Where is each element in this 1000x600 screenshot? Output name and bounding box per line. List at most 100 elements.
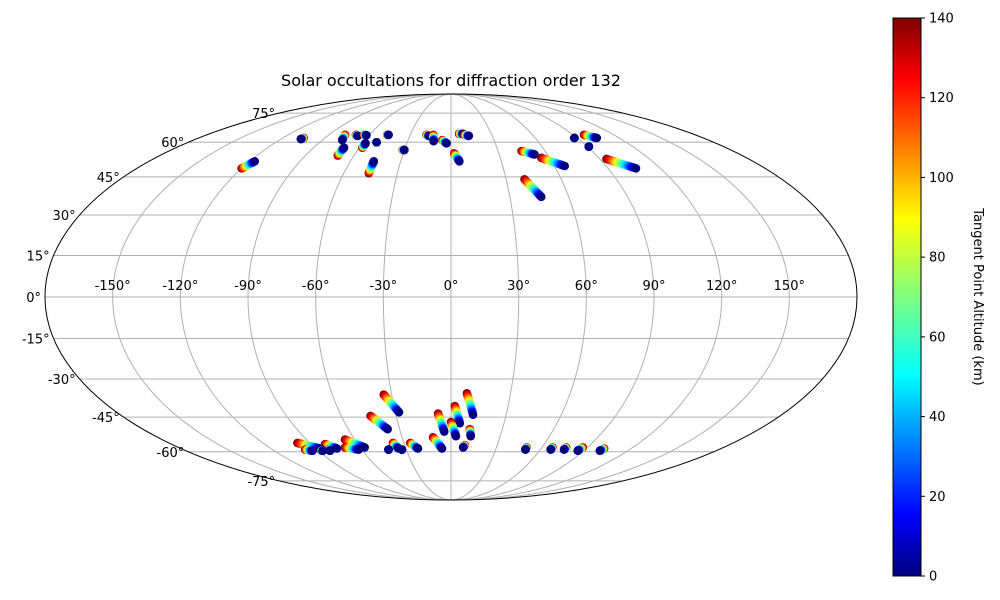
lon-tick-label: -150°	[95, 279, 131, 294]
occultation-track	[340, 443, 364, 454]
track-point	[337, 135, 347, 145]
track-point	[451, 431, 461, 441]
lon-tick-label: 150°	[774, 279, 805, 294]
track-point	[592, 133, 602, 143]
graticule-grid	[45, 94, 857, 500]
track-point	[296, 134, 306, 144]
lat-tick-label: 15°	[27, 249, 50, 264]
occultation-track	[462, 389, 478, 420]
track-point	[521, 445, 530, 454]
track-point	[394, 407, 404, 417]
lat-tick-label: -75°	[247, 475, 275, 490]
latitude-tick-labels: -75° -60° -45° -30° -15° 0° 15° 30° 45° 60° 75°	[22, 107, 275, 490]
meridian-line	[179, 94, 452, 500]
lon-tick-label: -60°	[302, 279, 330, 294]
track-point	[308, 446, 317, 455]
colorbar-ticks: 0 20 40 60 80 100 120 140	[921, 12, 954, 585]
lat-tick-label: 30°	[53, 209, 76, 224]
occultation-track	[359, 130, 371, 140]
track-point	[455, 157, 464, 166]
track-point	[369, 157, 379, 166]
meridian-line	[450, 94, 587, 500]
track-point	[332, 444, 342, 453]
track-point	[631, 164, 641, 173]
meridian-line	[112, 94, 452, 500]
occultation-track	[296, 133, 309, 144]
track-point	[339, 143, 349, 152]
occultation-track	[364, 157, 379, 178]
meridian-line	[450, 94, 790, 500]
lat-tick-label: 45°	[97, 171, 120, 186]
track-point	[536, 192, 546, 202]
track-point	[560, 161, 570, 171]
track-point	[570, 133, 579, 143]
lon-tick-label: 90°	[642, 279, 665, 294]
colorbar-tick-label: 0	[929, 570, 937, 585]
occultation-track	[237, 157, 260, 173]
track-point	[584, 142, 594, 151]
track-point	[559, 445, 569, 454]
track-point	[354, 445, 364, 454]
track-point	[318, 446, 328, 455]
lon-tick-label: -90°	[234, 279, 262, 294]
occultation-track	[433, 409, 449, 436]
occultation-track	[351, 130, 362, 141]
chart-title: Solar occultations for diffraction order…	[281, 71, 621, 90]
longitude-tick-labels: -150° -120° -90° -60° -30° 0° 30° 60° 90° 120° 150…	[95, 279, 805, 294]
track-point	[361, 139, 370, 148]
track-point	[573, 446, 583, 455]
colorbar-tick-label: 40	[929, 410, 946, 425]
occultation-track	[446, 417, 461, 441]
track-point	[439, 427, 449, 436]
lat-tick-label: -30°	[48, 373, 76, 388]
occultation-track	[450, 401, 465, 428]
lon-tick-label: 120°	[706, 279, 737, 294]
track-point	[437, 444, 447, 453]
track-point	[400, 145, 409, 155]
lat-tick-label: -60°	[157, 446, 185, 461]
colorbar-tick-label: 140	[929, 12, 954, 27]
colorbar-label: Tangent Point Altitude (km)	[970, 207, 985, 385]
track-point	[353, 131, 362, 141]
occultation-track	[517, 146, 539, 159]
track-point	[250, 157, 260, 166]
track-point	[384, 130, 393, 140]
colorbar-tick-label: 80	[929, 251, 946, 266]
occultation-track	[337, 130, 350, 145]
occultation-track	[521, 443, 532, 454]
occultation-track	[300, 445, 317, 455]
track-point	[466, 431, 476, 441]
occultation-track	[465, 424, 476, 441]
occultation-track	[438, 135, 451, 148]
lat-tick-label: 60°	[161, 136, 184, 151]
occultation-track	[559, 443, 571, 454]
occultation-track	[584, 142, 594, 151]
occultation-track	[333, 143, 349, 160]
occultation-track	[379, 390, 404, 417]
occultation-track	[397, 445, 407, 454]
occultation-track	[429, 130, 438, 146]
occultation-track	[358, 139, 370, 152]
track-point	[325, 446, 335, 455]
track-point	[442, 139, 451, 148]
track-point	[362, 130, 371, 140]
occultation-track	[460, 130, 474, 141]
occultation-track	[366, 411, 392, 434]
track-point	[464, 131, 474, 141]
lat-tick-label: -15°	[22, 333, 50, 348]
track-point	[383, 424, 392, 434]
meridian-line	[450, 94, 723, 500]
occultation-track	[449, 148, 464, 166]
occultation-track	[384, 445, 393, 454]
occultation-track	[570, 133, 579, 143]
track-point	[372, 137, 381, 147]
track-point	[429, 136, 438, 146]
occultation-track	[405, 438, 423, 453]
occultation-track	[546, 443, 557, 454]
lon-tick-label: -120°	[162, 279, 198, 294]
lat-tick-label: -45°	[92, 411, 120, 426]
meridian-line	[450, 94, 520, 500]
occultation-track	[595, 444, 609, 455]
track-point	[468, 410, 478, 420]
